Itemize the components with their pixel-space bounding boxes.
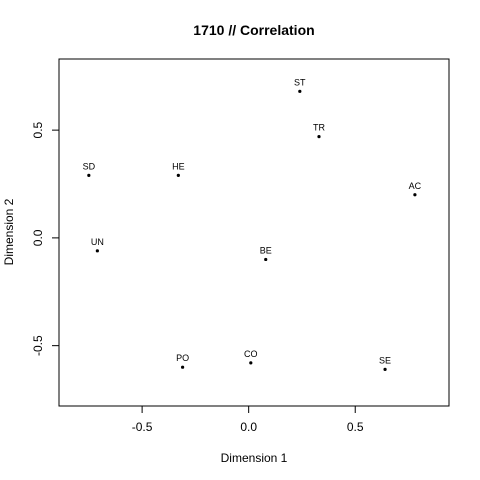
x-tick-label: 0.0 bbox=[240, 420, 257, 434]
data-point-sd: SD bbox=[83, 161, 96, 177]
data-point-he: HE bbox=[172, 161, 185, 177]
y-axis: -0.5 0.0 0.5 bbox=[31, 121, 60, 356]
point-label: AC bbox=[409, 181, 422, 191]
point-label: UN bbox=[91, 237, 104, 247]
point-label: TR bbox=[313, 123, 325, 133]
point-label: SE bbox=[379, 355, 391, 365]
point-label: BE bbox=[260, 245, 272, 255]
point-marker bbox=[298, 89, 302, 93]
x-tick-label: -0.5 bbox=[132, 420, 153, 434]
point-marker bbox=[87, 173, 91, 177]
data-point-po: PO bbox=[176, 353, 189, 369]
point-label: SD bbox=[83, 161, 96, 171]
data-point-un: UN bbox=[91, 237, 104, 253]
data-point-tr: TR bbox=[313, 123, 325, 139]
x-axis-label: Dimension 1 bbox=[221, 451, 288, 465]
point-label: ST bbox=[294, 77, 306, 87]
point-marker bbox=[181, 365, 185, 369]
point-label: HE bbox=[172, 161, 185, 171]
point-marker bbox=[383, 367, 387, 371]
point-marker bbox=[95, 249, 99, 253]
point-marker bbox=[264, 257, 268, 262]
x-tick-label: 0.5 bbox=[347, 420, 364, 434]
x-axis: -0.5 0.0 0.5 bbox=[132, 405, 364, 434]
y-tick-label: 0.5 bbox=[31, 121, 45, 138]
data-point-be: BE bbox=[260, 245, 272, 262]
data-point-st: ST bbox=[294, 77, 306, 93]
point-marker bbox=[317, 134, 321, 139]
point-label: PO bbox=[176, 353, 189, 363]
data-points: ST TR SD HE AC UN BE PO CO SE bbox=[83, 77, 422, 371]
chart-title: 1710 // Correlation bbox=[193, 22, 314, 38]
point-marker bbox=[413, 193, 417, 197]
data-point-se: SE bbox=[379, 355, 391, 371]
y-axis-label: Dimension 2 bbox=[2, 198, 16, 265]
y-tick-label: -0.5 bbox=[31, 335, 45, 356]
y-tick-label: 0.0 bbox=[31, 229, 45, 246]
data-point-ac: AC bbox=[409, 181, 422, 197]
data-point-co: CO bbox=[244, 349, 258, 365]
point-label: CO bbox=[244, 349, 258, 359]
point-marker bbox=[249, 361, 253, 365]
point-marker bbox=[176, 173, 180, 177]
